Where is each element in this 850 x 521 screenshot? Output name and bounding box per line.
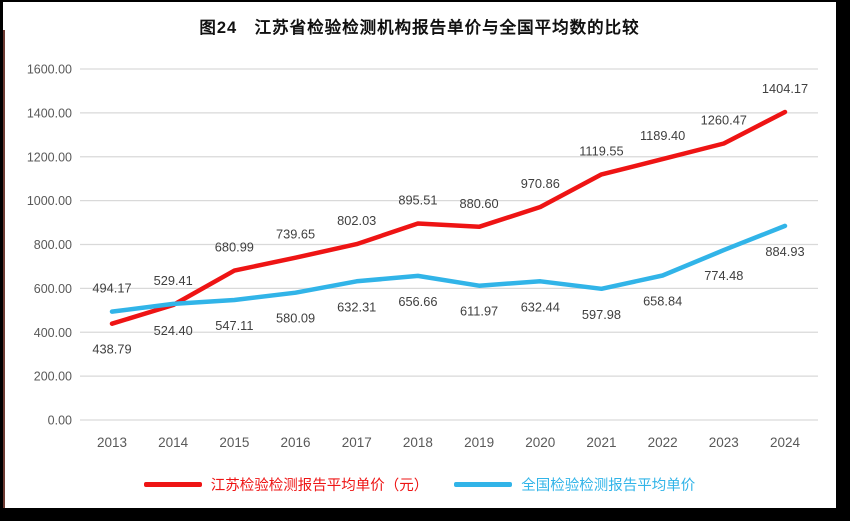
y-tick-label: 1400.00 — [27, 106, 72, 120]
series-line-1 — [109, 223, 788, 314]
data-label-0: 680.99 — [215, 240, 254, 255]
data-label-1: 632.31 — [337, 299, 376, 314]
x-tick-label: 2016 — [281, 435, 311, 450]
x-tick-label: 2024 — [770, 435, 801, 450]
chart-legend: 江苏检验检测报告平均单价（元） 全国检验检测报告平均单价 — [3, 474, 836, 495]
legend-item-jiangsu: 江苏检验检测报告平均单价（元） — [143, 474, 429, 495]
y-tick-label: 400.00 — [34, 326, 72, 340]
page-edge-strip — [3, 30, 5, 508]
legend-item-national: 全国检验检测报告平均单价 — [454, 474, 695, 495]
x-tick-label: 2019 — [464, 435, 494, 450]
data-label-1: 632.44 — [521, 299, 560, 314]
data-label-0: 895.51 — [398, 193, 437, 208]
frame-border-bottom — [0, 508, 850, 521]
data-label-1: 658.84 — [643, 293, 682, 308]
data-label-1: 580.09 — [276, 311, 315, 326]
y-tick-label: 200.00 — [34, 370, 72, 384]
y-tick-label: 1600.00 — [27, 63, 72, 77]
y-tick-label: 800.00 — [34, 238, 72, 252]
x-tick-label: 2017 — [342, 435, 372, 450]
x-tick-label: 2023 — [709, 435, 739, 450]
data-label-0: 739.65 — [276, 227, 315, 242]
data-label-0: 802.03 — [337, 213, 376, 228]
data-label-0: 1189.40 — [640, 128, 685, 143]
data-label-1: 656.66 — [398, 294, 437, 309]
data-label-1: 529.41 — [154, 273, 193, 288]
frame-border-top — [0, 0, 850, 2]
x-tick-label: 2020 — [525, 435, 555, 450]
y-tick-label: 0.00 — [48, 414, 72, 428]
data-label-0: 524.40 — [154, 323, 193, 338]
legend-line-swatch-blue — [454, 482, 513, 487]
y-tick-label: 1000.00 — [27, 194, 72, 208]
legend-label-jiangsu: 江苏检验检测报告平均单价（元） — [210, 478, 429, 494]
data-label-1: 494.17 — [92, 281, 131, 296]
data-label-0: 1119.55 — [579, 143, 623, 158]
legend-label-national: 全国检验检测报告平均单价 — [521, 478, 696, 494]
x-tick-label: 2014 — [158, 435, 189, 450]
x-tick-label: 2015 — [219, 435, 249, 450]
x-tick-label: 2018 — [403, 435, 433, 450]
frame-border-right — [836, 0, 850, 521]
data-label-1: 884.93 — [765, 244, 804, 259]
data-label-0: 970.86 — [521, 176, 560, 191]
legend-line-swatch-red — [143, 482, 202, 487]
y-tick-label: 1200.00 — [27, 150, 72, 164]
x-tick-label: 2022 — [648, 435, 678, 450]
x-tick-label: 2013 — [97, 435, 127, 450]
data-label-0: 880.60 — [460, 196, 499, 211]
x-tick-label: 2021 — [586, 435, 616, 450]
data-label-0: 438.79 — [92, 342, 131, 357]
data-label-1: 547.11 — [215, 318, 253, 333]
data-label-0: 1404.17 — [762, 81, 808, 96]
frame-border-left — [0, 0, 3, 521]
series-line-0 — [109, 109, 788, 326]
chart-title: 图24 江苏省检验检测机构报告单价与全国平均数的比较 — [199, 19, 640, 37]
data-label-0: 1260.47 — [701, 112, 747, 127]
data-label-1: 611.97 — [460, 304, 498, 319]
y-tick-label: 600.00 — [34, 282, 72, 296]
data-label-1: 597.98 — [582, 307, 621, 322]
data-label-1: 774.48 — [704, 268, 743, 283]
